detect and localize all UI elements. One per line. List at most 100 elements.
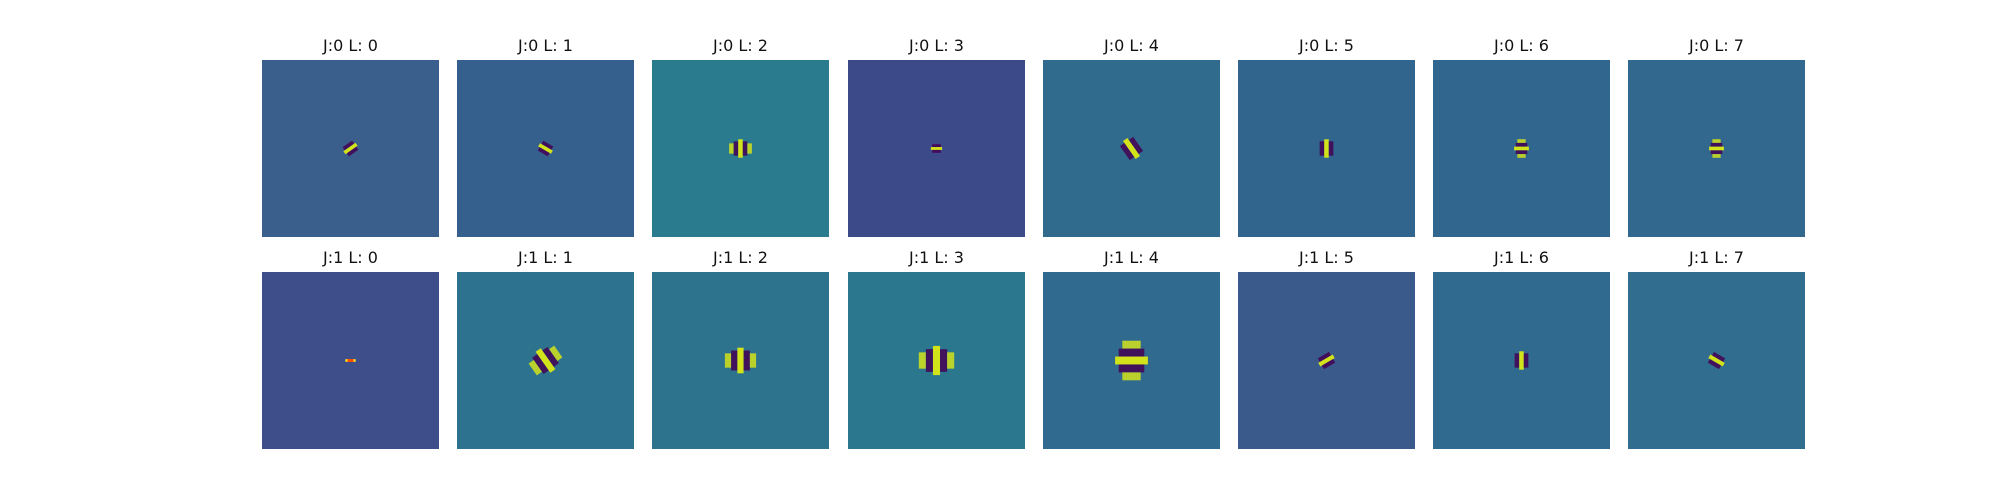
filter-panel (1628, 60, 1805, 237)
filter-image (1433, 272, 1610, 449)
filter-kernel (1317, 351, 1336, 370)
filter-bright-stripe (1709, 146, 1724, 151)
filter-dark-stripe (541, 140, 554, 150)
filter-image (457, 272, 634, 449)
filter-dark-stripe (1118, 348, 1145, 357)
filter-bright-stripe (1122, 372, 1141, 381)
filter-dark-stripe (1710, 150, 1723, 155)
filter-image (652, 272, 829, 449)
filter-image (1238, 60, 1415, 237)
filter-image (652, 60, 829, 237)
filter-dark-stripe (1711, 351, 1726, 362)
filter-kernel (930, 144, 943, 153)
panel-title: J:1 L: 6 (1494, 248, 1549, 267)
filter-bright-stripe (528, 359, 542, 376)
filter-kernel (724, 347, 757, 374)
filter-dark-stripe (1118, 364, 1145, 373)
filter-image (1043, 60, 1220, 237)
filter-dark-stripe (1523, 353, 1529, 368)
filter-bright-stripe (738, 139, 743, 158)
filter-bright-stripe (1712, 139, 1721, 143)
filter-bright-stripe (538, 143, 553, 154)
filter-kernel (537, 140, 554, 157)
filter-kernel (1119, 136, 1144, 161)
filter-image (262, 272, 439, 449)
filter-kernel (528, 345, 563, 376)
filter-bright-stripe (737, 347, 744, 374)
panel-title: J:0 L: 3 (909, 36, 964, 55)
filter-panel (1043, 60, 1220, 237)
filter-panel (262, 60, 439, 237)
filter-bright-stripe (343, 142, 358, 155)
filter-bright-stripe (1324, 139, 1329, 158)
filter-dark-stripe (1710, 142, 1723, 147)
panel-title: J:0 L: 1 (518, 36, 573, 55)
filter-bright-stripe (1122, 340, 1141, 349)
panel-title: J:1 L: 5 (1299, 248, 1354, 267)
filter-dark-stripe (731, 350, 738, 371)
filter-panel (457, 60, 634, 237)
filter-bright-stripe (1514, 146, 1529, 151)
filter-dark-stripe (742, 141, 748, 156)
filter-bright-stripe (930, 147, 943, 150)
filter-bright-stripe (749, 353, 757, 368)
filter-dark-stripe (346, 146, 359, 157)
filter-bright-stripe (918, 352, 926, 369)
filter-dark-stripe (1321, 359, 1336, 370)
panel-title: J:0 L: 0 (323, 36, 378, 55)
filter-image (262, 60, 439, 237)
filter-image (848, 272, 1025, 449)
filter-image (1043, 272, 1220, 449)
filter-dark-stripe (932, 144, 941, 148)
filter-dark-stripe (1128, 136, 1144, 154)
filter-kernel (342, 140, 359, 157)
filter-panel (1238, 60, 1415, 237)
panel-title: J:0 L: 4 (1104, 36, 1159, 55)
filter-panel (848, 60, 1025, 237)
filter-panel (652, 272, 829, 449)
filter-panel (1628, 272, 1805, 449)
filter-dark-stripe (1328, 141, 1334, 156)
filter-bright-stripe (1318, 354, 1335, 367)
filter-panel (652, 60, 829, 237)
filter-dark-stripe (532, 354, 549, 375)
filter-kernel (729, 139, 752, 158)
panel-title: J:1 L: 0 (323, 248, 378, 267)
panel-title: J:0 L: 6 (1494, 36, 1549, 55)
filter-bright-stripe (932, 345, 941, 376)
filter-bright-stripe (1519, 351, 1524, 370)
filter-image (1238, 272, 1415, 449)
filter-panel (262, 272, 439, 449)
filter-dark-stripe (940, 349, 948, 372)
filter-bright-stripe (535, 348, 556, 373)
filter-bright-stripe (549, 345, 563, 362)
filter-dark-stripe (733, 141, 739, 156)
filter-panel (457, 272, 634, 449)
filter-bright-stripe (1712, 154, 1721, 158)
filter-kernel (1709, 139, 1724, 158)
filter-kernel (1115, 340, 1148, 381)
filter-image (1433, 60, 1610, 237)
filter-kernel (345, 359, 356, 362)
panel-title: J:0 L: 7 (1689, 36, 1744, 55)
filter-panel (1043, 272, 1220, 449)
filter-dark-stripe (925, 349, 933, 372)
filter-kernel (1514, 351, 1529, 370)
filter-dark-stripe (743, 350, 750, 371)
panel-title: J:0 L: 2 (713, 36, 768, 55)
filter-bright-stripe (1517, 154, 1526, 158)
filter-dark-stripe (1514, 353, 1520, 368)
panel-title: J:1 L: 7 (1689, 248, 1744, 267)
filter-kernel (1319, 139, 1334, 158)
filter-dark-stripe (342, 140, 355, 151)
filter-panel (1433, 60, 1610, 237)
filter-image (848, 60, 1025, 237)
panel-title: J:1 L: 1 (518, 248, 573, 267)
filter-dark-stripe (1119, 143, 1135, 161)
filter-panel (848, 272, 1025, 449)
filter-kernel (918, 345, 955, 376)
filter-bright-stripe (1517, 139, 1526, 143)
filter-dark-stripe (1515, 142, 1528, 147)
filter-panel (1238, 272, 1415, 449)
